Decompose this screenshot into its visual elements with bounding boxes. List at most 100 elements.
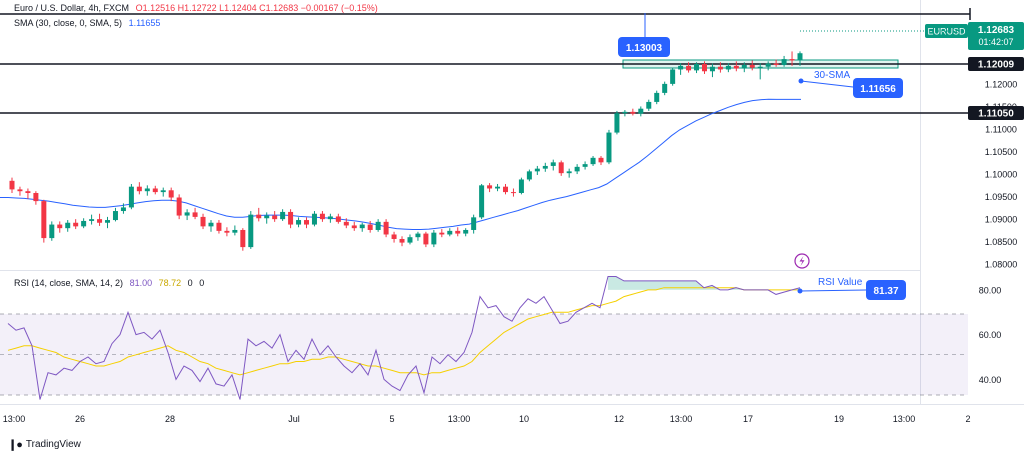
candle-down[interactable] xyxy=(224,230,230,233)
candle-up[interactable] xyxy=(463,229,469,234)
candle-down[interactable] xyxy=(686,65,692,71)
candle-up[interactable] xyxy=(49,224,55,239)
current-price-tag[interactable]: EURUSD 1.12683 01:42:07 xyxy=(925,22,1024,50)
sma-callout[interactable]: 1.11656 xyxy=(853,78,903,98)
candle-up[interactable] xyxy=(375,221,381,230)
candle-down[interactable] xyxy=(73,222,79,227)
candle-up[interactable] xyxy=(797,53,803,61)
candle-up[interactable] xyxy=(296,220,302,225)
candle-up[interactable] xyxy=(65,222,71,229)
candle-up[interactable] xyxy=(81,220,87,227)
sma-30-line[interactable] xyxy=(0,98,801,230)
candle-up[interactable] xyxy=(264,215,270,219)
candle-up[interactable] xyxy=(232,229,238,233)
candle-up[interactable] xyxy=(526,171,532,180)
candle-down[interactable] xyxy=(789,59,795,61)
candle-down[interactable] xyxy=(510,192,516,194)
candle-up[interactable] xyxy=(447,230,453,235)
candle-down[interactable] xyxy=(773,63,779,65)
candle-down[interactable] xyxy=(304,220,310,225)
candle-up[interactable] xyxy=(534,168,540,172)
candle-up[interactable] xyxy=(431,232,437,245)
candle-up[interactable] xyxy=(144,188,150,192)
candle-down[interactable] xyxy=(399,238,405,243)
candle-down[interactable] xyxy=(168,190,174,198)
candle-down[interactable] xyxy=(200,216,206,227)
candle-down[interactable] xyxy=(367,224,373,230)
candle-up[interactable] xyxy=(105,220,111,223)
candle-down[interactable] xyxy=(455,230,461,234)
candle-up[interactable] xyxy=(518,179,524,193)
candle-up[interactable] xyxy=(606,132,612,163)
candle-up[interactable] xyxy=(160,190,166,193)
candle-up[interactable] xyxy=(359,224,365,229)
candle-down[interactable] xyxy=(288,211,294,225)
candle-down[interactable] xyxy=(41,201,47,239)
candle-down[interactable] xyxy=(598,157,604,163)
candle-down[interactable] xyxy=(423,233,429,245)
candle-up[interactable] xyxy=(311,213,317,225)
candle-up[interactable] xyxy=(709,66,715,72)
candle-up[interactable] xyxy=(654,92,660,102)
candle-up[interactable] xyxy=(120,207,126,212)
lightning-icon[interactable] xyxy=(794,253,810,269)
candle-down[interactable] xyxy=(272,215,278,220)
candle-up[interactable] xyxy=(112,211,118,221)
candle-up[interactable] xyxy=(646,101,652,109)
rsi-ma-line[interactable] xyxy=(7,287,800,376)
candle-up[interactable] xyxy=(638,108,644,114)
sma-legend-label[interactable]: SMA (30, close, 0, SMA, 5) xyxy=(14,18,123,28)
candle-down[interactable] xyxy=(9,180,15,190)
candle-up[interactable] xyxy=(582,164,588,167)
candle-down[interactable] xyxy=(152,188,158,193)
candle-up[interactable] xyxy=(662,83,668,93)
candle-up[interactable] xyxy=(781,59,787,65)
candle-up[interactable] xyxy=(248,214,254,248)
candle-up[interactable] xyxy=(184,212,190,216)
candle-up[interactable] xyxy=(479,185,485,218)
candle-down[interactable] xyxy=(630,111,636,114)
candle-down[interactable] xyxy=(256,214,262,219)
candle-up[interactable] xyxy=(574,166,580,172)
candle-down[interactable] xyxy=(439,232,445,235)
candle-up[interactable] xyxy=(670,69,676,84)
candle-down[interactable] xyxy=(335,216,341,222)
candle-up[interactable] xyxy=(590,157,596,165)
candle-down[interactable] xyxy=(487,185,493,189)
candle-down[interactable] xyxy=(749,64,755,68)
candle-up[interactable] xyxy=(566,171,572,174)
candle-down[interactable] xyxy=(717,66,723,70)
high-callout[interactable]: 1.13003 xyxy=(618,37,670,57)
candle-down[interactable] xyxy=(240,229,246,248)
candle-up[interactable] xyxy=(741,64,747,69)
tradingview-brand[interactable]: ❙● TradingView xyxy=(8,438,81,451)
candle-up[interactable] xyxy=(622,111,628,114)
candle-up[interactable] xyxy=(725,65,731,70)
candle-up[interactable] xyxy=(471,217,477,230)
candle-down[interactable] xyxy=(97,219,103,223)
candle-up[interactable] xyxy=(678,65,684,70)
candle-up[interactable] xyxy=(765,63,771,67)
candle-down[interactable] xyxy=(383,221,389,235)
candle-up[interactable] xyxy=(757,66,763,68)
rsi-line[interactable] xyxy=(7,276,801,400)
candle-down[interactable] xyxy=(351,225,357,229)
candle-down[interactable] xyxy=(319,213,325,220)
candle-up[interactable] xyxy=(407,237,413,243)
candle-up[interactable] xyxy=(208,222,214,227)
legend-symbol[interactable]: Euro / U.S. Dollar, 4h, FXCM xyxy=(14,3,130,13)
candle-up[interactable] xyxy=(280,211,286,220)
candle-down[interactable] xyxy=(25,191,31,193)
candle-up[interactable] xyxy=(550,162,556,166)
rsi-callout[interactable]: 81.37 xyxy=(866,280,906,300)
candle-up[interactable] xyxy=(327,216,333,220)
candle-down[interactable] xyxy=(558,162,564,174)
candle-up[interactable] xyxy=(694,64,700,71)
candle-up[interactable] xyxy=(415,233,421,238)
candle-down[interactable] xyxy=(17,189,23,192)
candle-down[interactable] xyxy=(176,197,182,216)
candle-down[interactable] xyxy=(391,234,397,239)
candle-down[interactable] xyxy=(216,222,222,231)
rsi-legend-label[interactable]: RSI (14, close, SMA, 14, 2) xyxy=(14,278,124,288)
